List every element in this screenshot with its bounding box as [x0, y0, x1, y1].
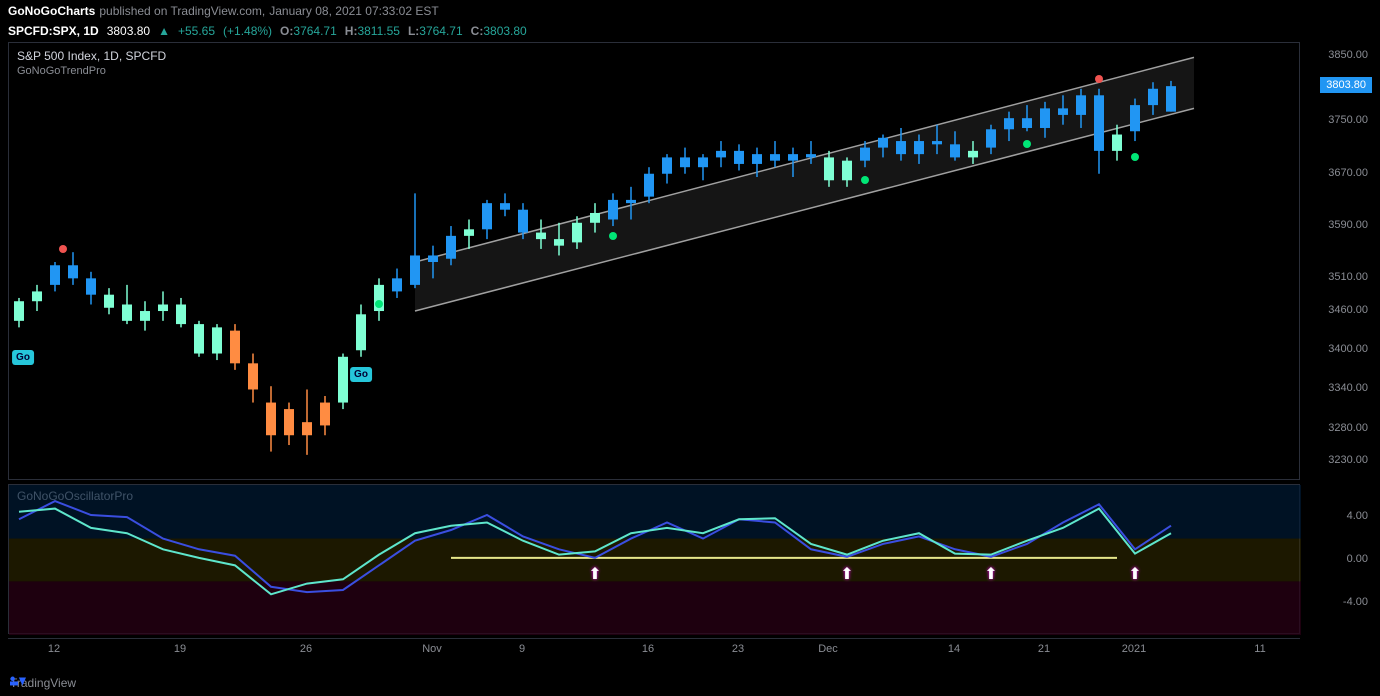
- ticker-last: 3803.80: [107, 24, 150, 38]
- ohlc-high: 3811.55: [357, 24, 400, 38]
- signal-dot-green: [1023, 140, 1031, 148]
- signal-dot-red: [59, 245, 67, 253]
- price-tick: 3750.00: [1328, 114, 1368, 126]
- ticker-symbol[interactable]: SPCFD:SPX, 1D: [8, 24, 99, 38]
- price-tick: 3850.00: [1328, 49, 1368, 61]
- ohlc-low: 3764.71: [419, 24, 462, 38]
- price-chart-panel[interactable]: S&P 500 Index, 1D, SPCFD GoNoGoTrendPro …: [8, 42, 1300, 480]
- ticker-change-pct: (+1.48%): [223, 24, 272, 38]
- price-tick: 3460.00: [1328, 304, 1368, 316]
- time-axis[interactable]: 12 19 26 Nov 9 16 23 Dec 14 21 2021 11: [8, 638, 1300, 660]
- go-badge: Go: [12, 350, 34, 365]
- tradingview-footer[interactable]: TradingView: [10, 676, 76, 690]
- time-tick: Nov: [422, 643, 442, 655]
- ticker-row: SPCFD:SPX, 1D 3803.80 ▲ +55.65 (+1.48%) …: [0, 22, 1380, 42]
- time-tick: 26: [300, 643, 312, 655]
- price-tick: 3670.00: [1328, 167, 1368, 179]
- signal-dot-red: [1095, 75, 1103, 83]
- ohlc-open: 3764.71: [293, 24, 336, 38]
- publish-header: GoNoGoCharts published on TradingView.co…: [0, 0, 1380, 22]
- price-tick: 3230.00: [1328, 454, 1368, 466]
- ohlc-close: 3803.80: [483, 24, 526, 38]
- publisher-name: GoNoGoCharts: [8, 4, 95, 18]
- time-tick: 16: [642, 643, 654, 655]
- ticker-change: +55.65: [178, 24, 215, 38]
- osc-tick: -4.00: [1343, 596, 1368, 608]
- signal-dot-green: [375, 300, 383, 308]
- time-tick: 11: [1254, 643, 1265, 655]
- ticker-arrow-icon: ▲: [158, 24, 170, 38]
- go-badge: Go: [350, 367, 372, 382]
- time-tick: 12: [48, 643, 60, 655]
- osc-tick: 0.00: [1347, 553, 1368, 565]
- price-axis[interactable]: 3230.00 3280.00 3340.00 3400.00 3460.00 3510.…: [1302, 42, 1372, 480]
- price-tick: 3340.00: [1328, 382, 1368, 394]
- arrow-up-icon: ⬆: [840, 564, 853, 584]
- price-chart-svg: [9, 43, 1301, 481]
- time-tick: 2021: [1122, 643, 1146, 655]
- arrow-up-icon: ⬆: [588, 564, 601, 584]
- signal-dot-green: [609, 232, 617, 240]
- time-tick: 14: [948, 643, 960, 655]
- arrow-up-icon: ⬆: [984, 564, 997, 584]
- published-on: published on TradingView.com,: [99, 4, 265, 18]
- tradingview-logo-icon: [10, 676, 26, 686]
- time-tick: 23: [732, 643, 744, 655]
- signal-dot-green: [861, 176, 869, 184]
- time-tick: 19: [174, 643, 186, 655]
- last-price-badge: 3803.80: [1320, 77, 1372, 93]
- oscillator-axis[interactable]: -4.00 0.00 4.00: [1302, 484, 1372, 634]
- time-tick: 9: [519, 643, 525, 655]
- publish-timestamp: January 08, 2021 07:33:02 EST: [269, 4, 438, 18]
- time-tick: 21: [1038, 643, 1050, 655]
- price-tick: 3400.00: [1328, 343, 1368, 355]
- price-tick: 3510.00: [1328, 271, 1368, 283]
- arrow-up-icon: ⬆: [1128, 564, 1141, 584]
- price-tick: 3590.00: [1328, 219, 1368, 231]
- price-tick: 3280.00: [1328, 422, 1368, 434]
- oscillator-svg: [9, 485, 1301, 635]
- osc-tick: 4.00: [1347, 510, 1368, 522]
- time-tick: Dec: [818, 643, 838, 655]
- signal-dot-green: [1131, 153, 1139, 161]
- oscillator-panel[interactable]: GoNoGoOscillatorPro ⬆⬆⬆⬆: [8, 484, 1300, 634]
